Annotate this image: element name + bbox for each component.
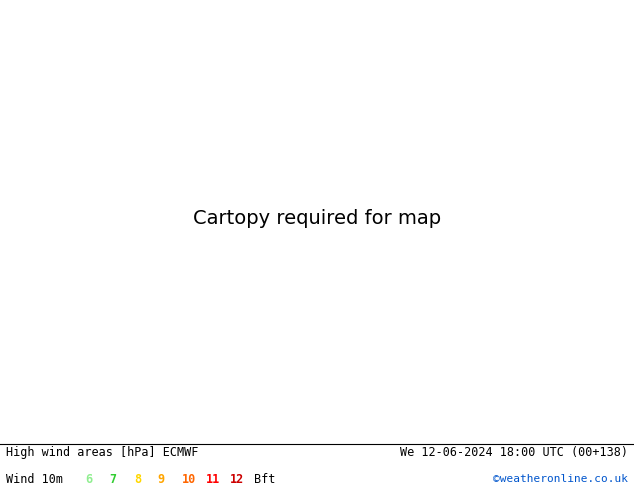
Text: Bft: Bft <box>254 473 276 486</box>
Text: Cartopy required for map: Cartopy required for map <box>193 209 441 227</box>
Text: High wind areas [hPa] ECMWF: High wind areas [hPa] ECMWF <box>6 446 198 459</box>
Text: 7: 7 <box>110 473 117 486</box>
Text: We 12-06-2024 18:00 UTC (00+138): We 12-06-2024 18:00 UTC (00+138) <box>399 446 628 459</box>
Text: 6: 6 <box>86 473 93 486</box>
Text: 10: 10 <box>182 473 196 486</box>
Text: Wind 10m: Wind 10m <box>6 473 63 486</box>
Text: 11: 11 <box>206 473 220 486</box>
Text: ©weatheronline.co.uk: ©weatheronline.co.uk <box>493 474 628 484</box>
Text: 12: 12 <box>230 473 244 486</box>
Text: 9: 9 <box>158 473 165 486</box>
Text: 8: 8 <box>134 473 141 486</box>
